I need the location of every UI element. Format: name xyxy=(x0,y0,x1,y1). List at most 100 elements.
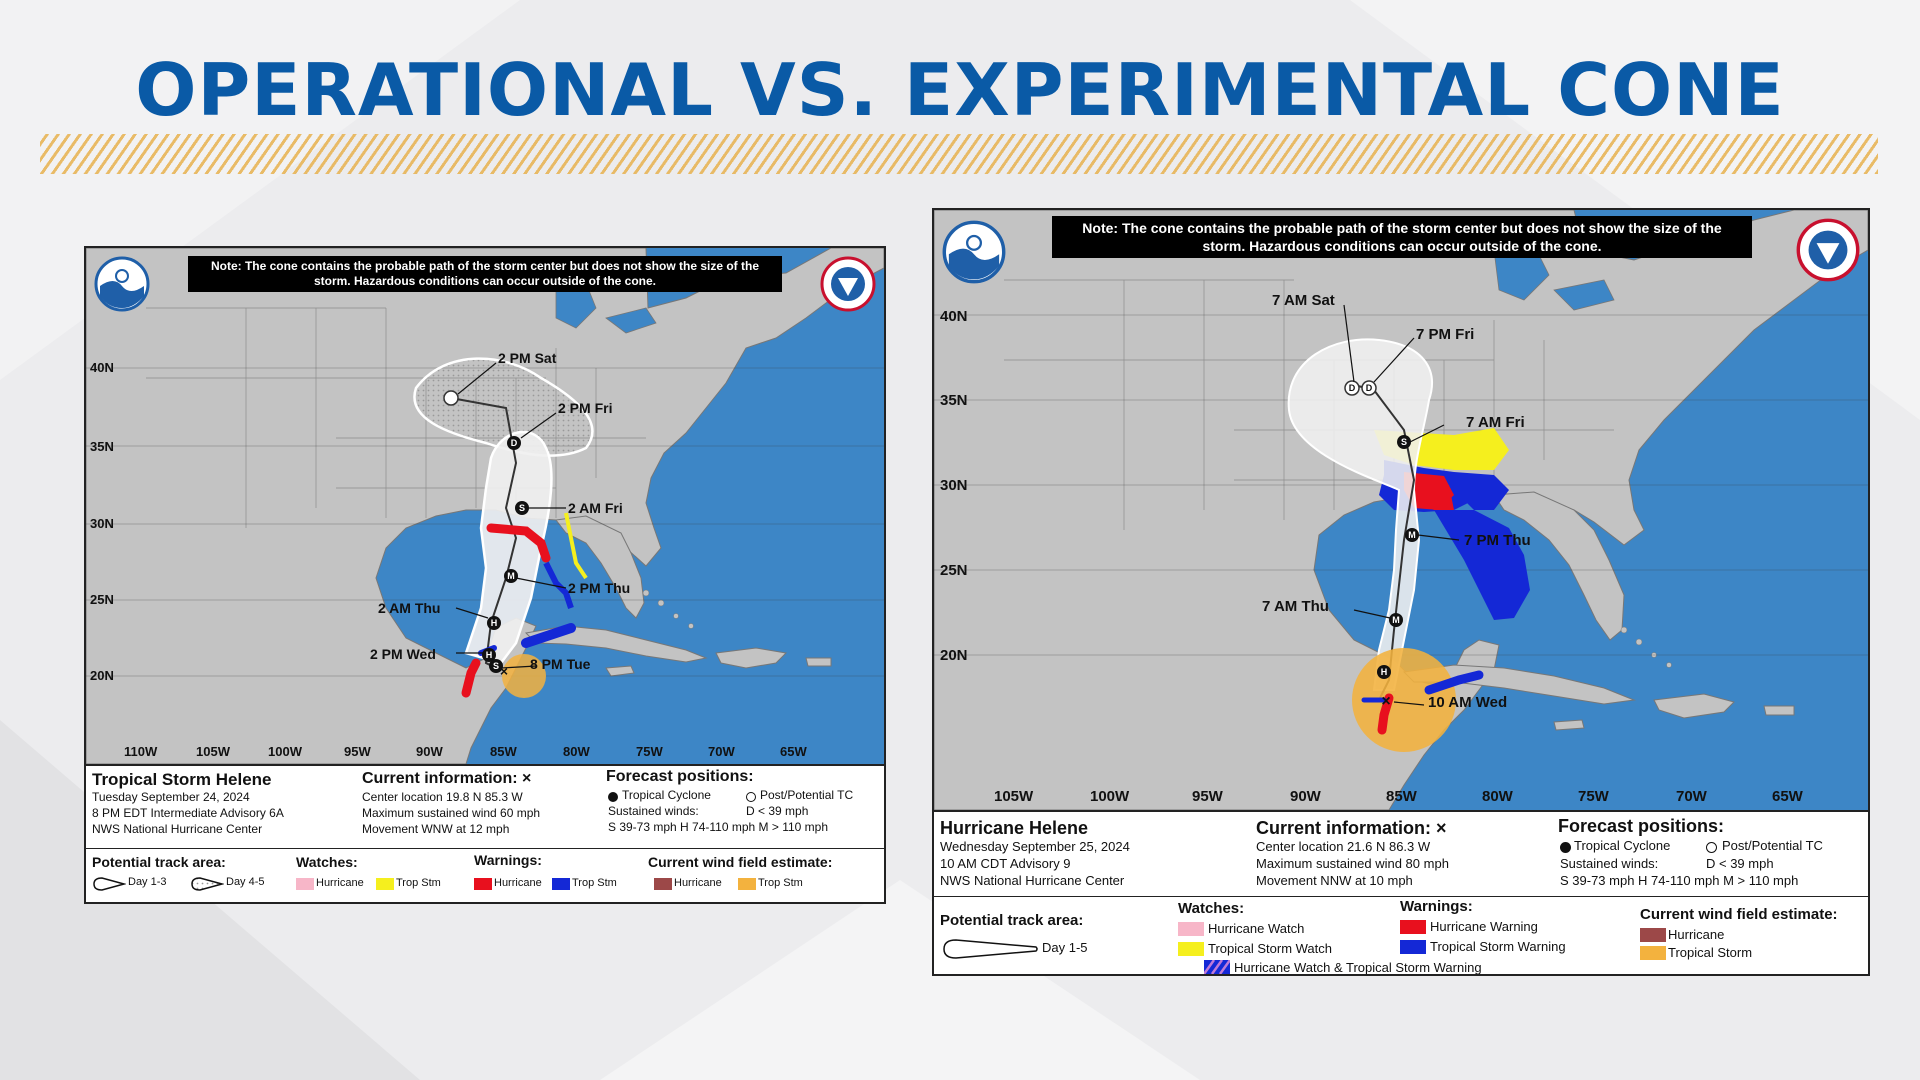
lon-label: 65W xyxy=(780,744,807,759)
watches-label: Watches: xyxy=(1178,900,1245,917)
hurricane-warning-label: Hurricane Warning xyxy=(1430,919,1538,934)
lon-label: 80W xyxy=(563,744,590,759)
left-legend: Tropical Storm Helene Tuesday September … xyxy=(86,764,884,902)
hurricane-watch-swatch xyxy=(1178,922,1204,936)
svg-text:M: M xyxy=(1408,530,1416,540)
movement: Movement NNW at 10 mph xyxy=(1256,873,1413,888)
storm-name: Tropical Storm Helene xyxy=(92,770,272,789)
tc-dot-icon xyxy=(608,792,618,802)
right-legend: Hurricane Helene Wednesday September 25,… xyxy=(934,810,1868,975)
current-info-title: Current information: × xyxy=(362,770,532,787)
forecast-label: 7 AM Fri xyxy=(1466,414,1525,431)
lon-label: 85W xyxy=(1386,788,1417,805)
ts-warning-label: Tropical Storm Warning xyxy=(1430,939,1566,954)
ts-watch-label: Tropical Storm Watch xyxy=(1208,941,1333,956)
svg-text:S: S xyxy=(493,661,499,671)
svg-text:M: M xyxy=(507,571,515,581)
hurricane-warning-swatch xyxy=(474,878,492,890)
hurricane-watch-label: Hurricane xyxy=(316,877,364,889)
lon-label: 85W xyxy=(490,744,517,759)
svg-text:D: D xyxy=(511,438,518,448)
noaa-logo-icon xyxy=(942,220,1006,284)
forecast-label: 8 PM Tue xyxy=(530,656,591,672)
svg-text:S: S xyxy=(519,503,525,513)
svg-text:M: M xyxy=(1392,615,1400,625)
lon-label: 95W xyxy=(1192,788,1223,805)
forecast-label: 10 AM Wed xyxy=(1428,694,1508,711)
speed-scale: S 39-73 mph H 74-110 mph M > 110 mph xyxy=(608,820,829,834)
lat-label: 35N xyxy=(940,392,968,409)
ts-warning-swatch xyxy=(1400,940,1426,954)
svg-text:H: H xyxy=(491,618,498,628)
post-tc-label: Post/Potential TC xyxy=(1722,838,1823,853)
forecast-title: Forecast positions: xyxy=(1558,816,1725,836)
storm-center: NWS National Hurricane Center xyxy=(940,873,1125,888)
left-map-canvas: D S M H H S × xyxy=(86,248,884,764)
day15-label: Day 1-5 xyxy=(1042,940,1088,955)
lon-label: 100W xyxy=(1090,788,1130,805)
day45-label: Day 4-5 xyxy=(226,876,265,888)
lon-label: 105W xyxy=(994,788,1034,805)
lat-label: 35N xyxy=(90,439,114,454)
noaa-logo-icon xyxy=(94,256,150,312)
hurricane-wind-swatch xyxy=(1640,928,1666,942)
hw-tsw-label: Hurricane Watch & Tropical Storm Warning xyxy=(1234,960,1482,975)
forecast-label: 7 PM Fri xyxy=(1416,326,1475,343)
lon-label: 80W xyxy=(1482,788,1513,805)
hurricane-wind-label: Hurricane xyxy=(1668,927,1725,942)
tc-label: Tropical Cyclone xyxy=(1574,838,1671,853)
hurricane-watch-swatch xyxy=(296,878,314,890)
experimental-cone-map: D D S M M H × Note: The cone contains th… xyxy=(932,208,1870,976)
lon-label: 100W xyxy=(268,744,302,759)
post-tc-circle-icon xyxy=(746,792,756,802)
max-wind: Maximum sustained wind 80 mph xyxy=(1256,856,1449,871)
page-title: OPERATIONAL VS. EXPERIMENTAL CONE xyxy=(135,48,1785,132)
lat-label: 30N xyxy=(940,477,968,494)
lat-label: 40N xyxy=(940,308,968,325)
lon-label: 70W xyxy=(1676,788,1707,805)
storm-advisory: 10 AM CDT Advisory 9 xyxy=(940,856,1071,871)
ts-warning-swatch xyxy=(552,878,570,890)
watches-label: Watches: xyxy=(296,854,358,870)
forecast-title: Forecast positions: xyxy=(606,768,754,785)
svg-text:D: D xyxy=(1349,383,1356,393)
hurricane-wind-label: Hurricane xyxy=(674,877,722,889)
current-info-title: Current information: × xyxy=(1256,818,1447,838)
lat-label: 25N xyxy=(90,592,114,607)
svg-text:S: S xyxy=(1401,437,1407,447)
lat-label: 30N xyxy=(90,516,114,531)
ts-wind-swatch xyxy=(738,878,756,890)
ts-watch-swatch xyxy=(376,878,394,890)
hurricane-warning-swatch xyxy=(1400,920,1426,934)
forecast-label: 2 AM Thu xyxy=(378,600,441,616)
day15-cone-icon xyxy=(943,939,1038,959)
ts-watch-label: Trop Stm xyxy=(396,877,441,889)
lat-label: 25N xyxy=(940,562,968,579)
forecast-label: 2 PM Thu xyxy=(568,580,631,596)
day13-label: Day 1-3 xyxy=(128,876,167,888)
lon-label: 75W xyxy=(1578,788,1609,805)
post-tc-circle-icon xyxy=(1706,842,1717,853)
ts-watch-swatch xyxy=(1178,942,1204,956)
hurricane-warning-label: Hurricane xyxy=(494,877,542,889)
hw-tsw-swatch xyxy=(1204,960,1230,974)
forecast-label: 2 PM Wed xyxy=(370,646,436,662)
storm-advisory: 8 PM EDT Intermediate Advisory 6A xyxy=(92,806,284,820)
movement: Movement WNW at 12 mph xyxy=(362,822,510,836)
right-map-canvas: D D S M M H × xyxy=(934,210,1868,810)
storm-name: Hurricane Helene xyxy=(940,818,1089,838)
forecast-label: 2 AM Fri xyxy=(568,500,623,516)
d-speed: D < 39 mph xyxy=(1706,856,1774,871)
storm-date: Tuesday September 24, 2024 xyxy=(92,790,250,804)
lon-label: 65W xyxy=(1772,788,1803,805)
storm-center: NWS National Hurricane Center xyxy=(92,822,263,836)
sustained-label: Sustained winds: xyxy=(608,804,699,818)
hurricane-watch-label: Hurricane Watch xyxy=(1208,921,1305,936)
sustained-label: Sustained winds: xyxy=(1560,856,1659,871)
forecast-label: 7 AM Sat xyxy=(1272,292,1335,309)
tc-label: Tropical Cyclone xyxy=(622,788,711,802)
svg-text:×: × xyxy=(1381,693,1390,710)
forecast-label: 7 AM Thu xyxy=(1262,598,1329,615)
wind-field-label: Current wind field estimate: xyxy=(1640,906,1838,923)
forecast-label: 2 PM Fri xyxy=(558,400,613,416)
